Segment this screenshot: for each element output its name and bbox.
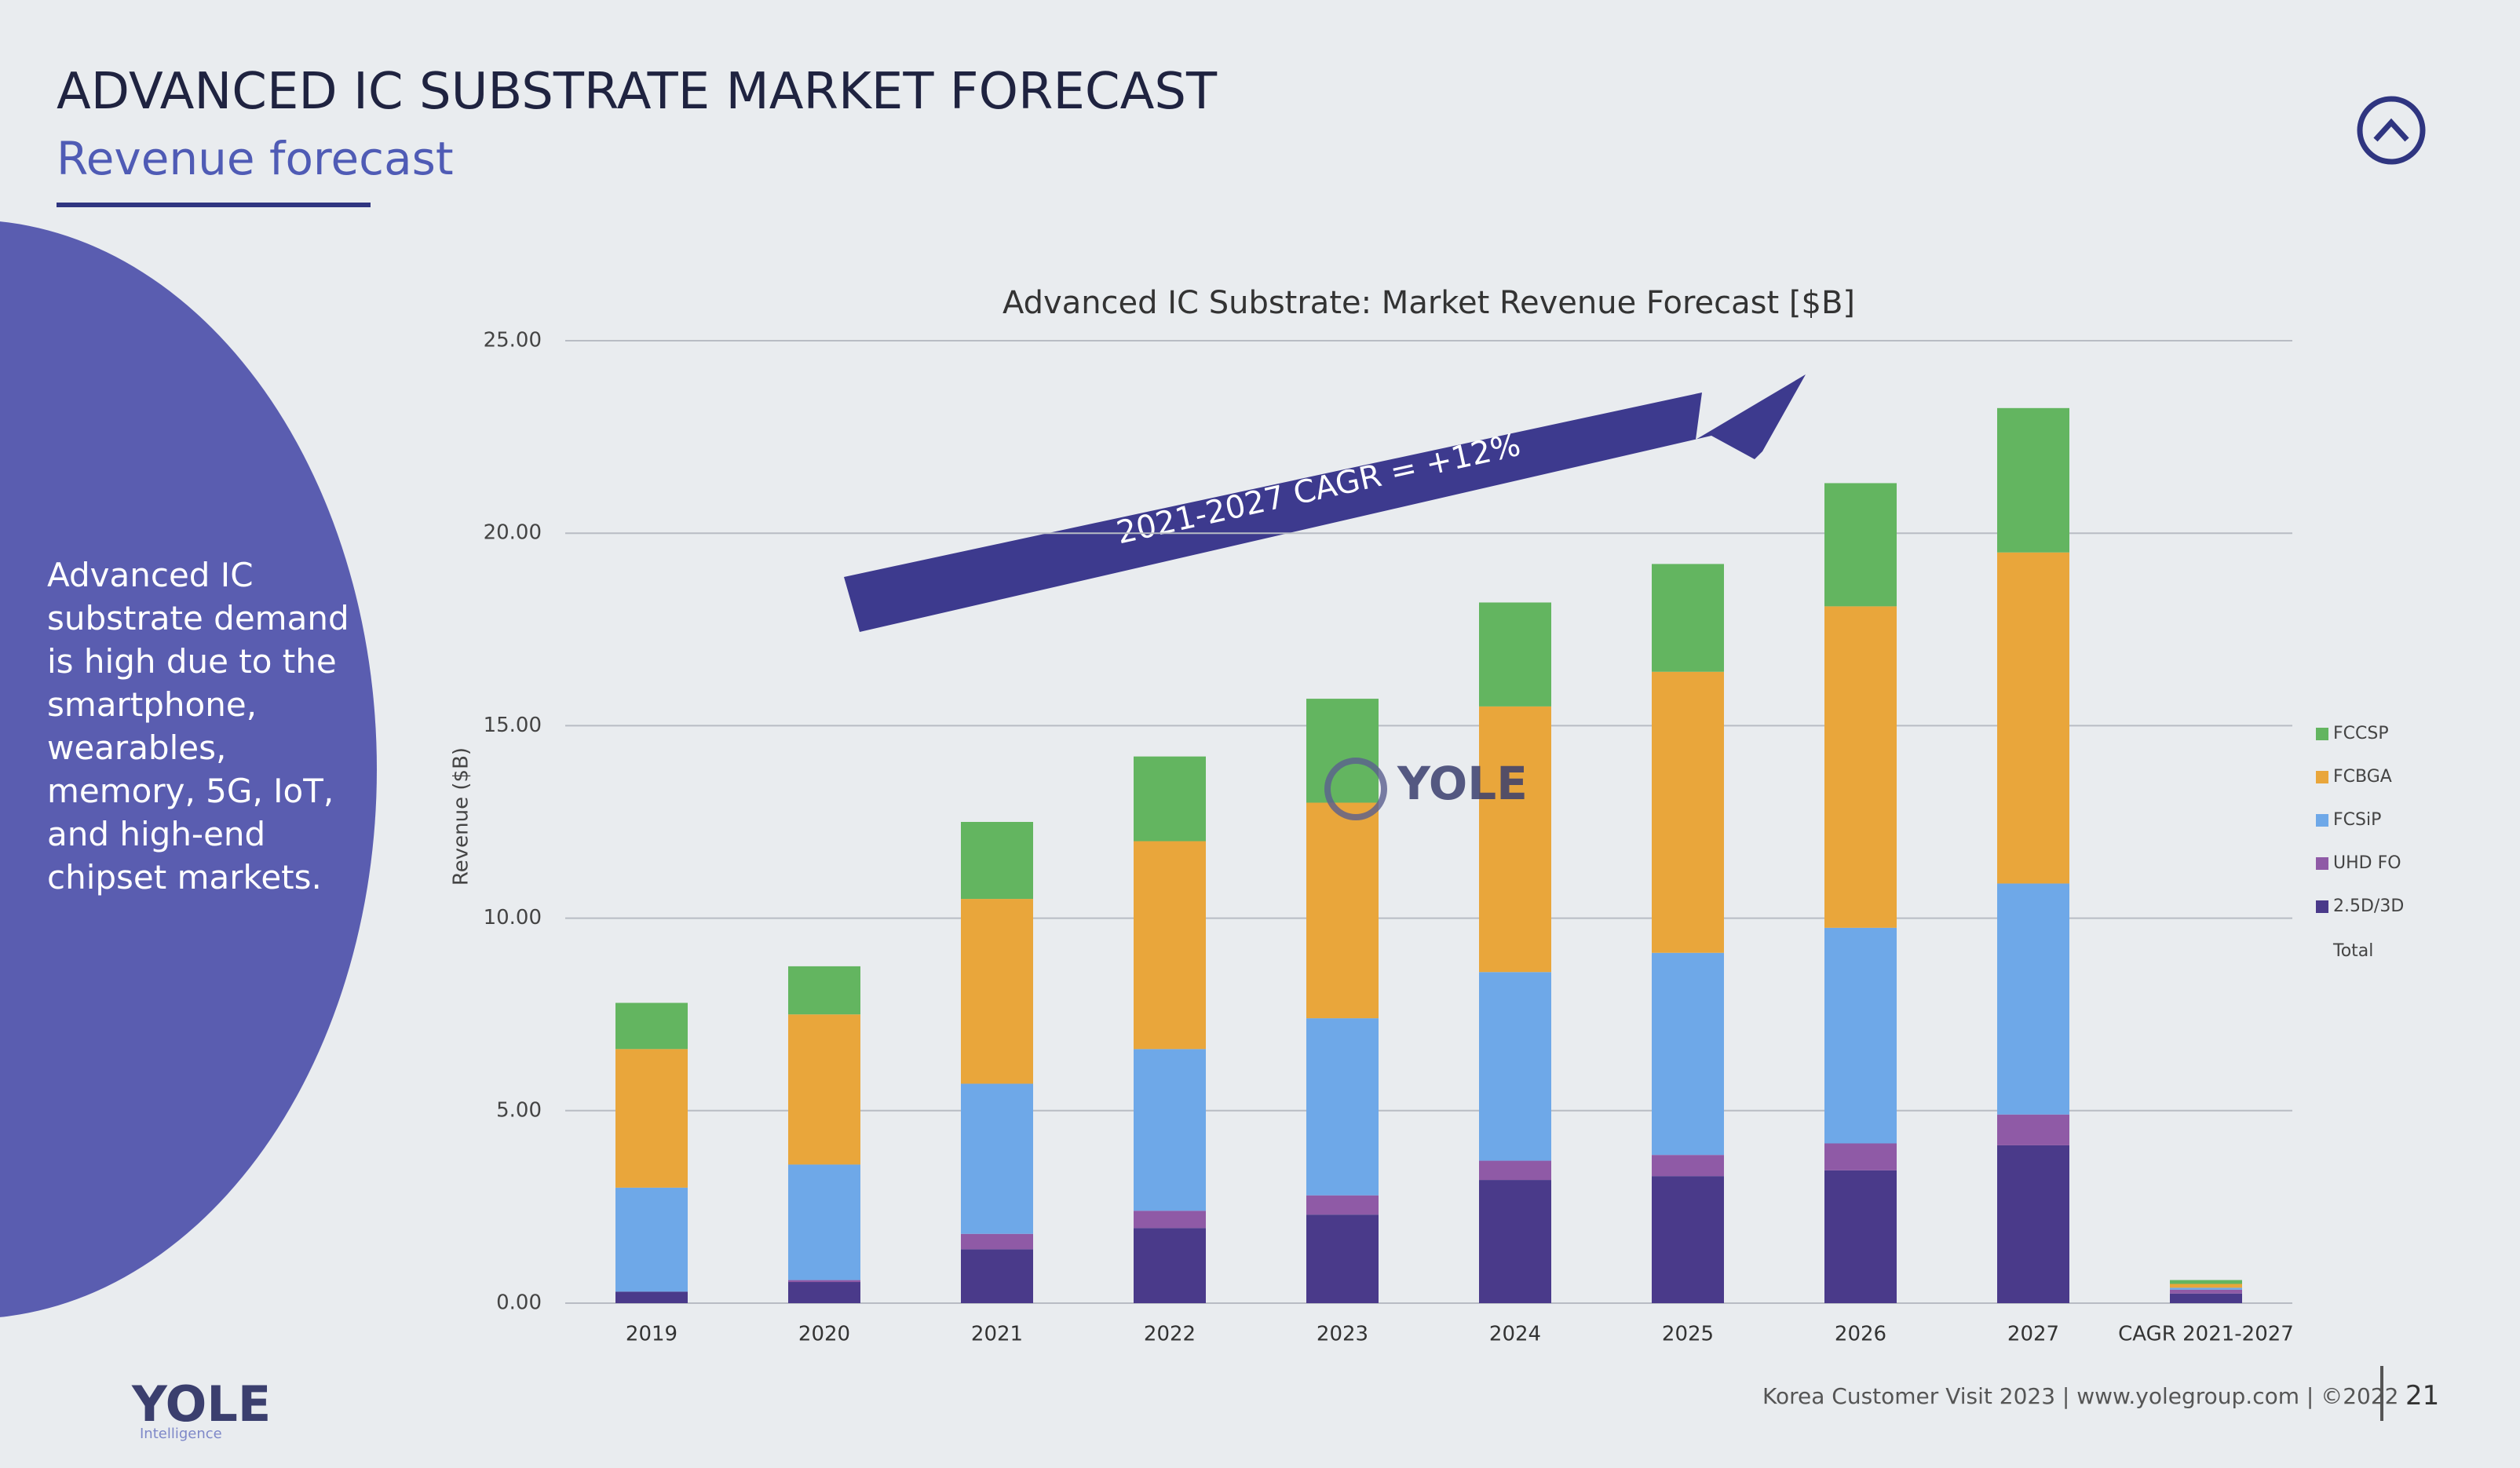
side-text: Advanced IC substrate demand is high due… (47, 556, 349, 897)
footer-logo: YOLE (132, 1375, 272, 1433)
x-tick-label: 2024 (1489, 1323, 1541, 1346)
watermark: YOLE (1397, 757, 1528, 810)
bar-segment (1997, 1114, 2069, 1145)
y-tick-label: 0.00 (496, 1291, 542, 1315)
bar-segment (1306, 802, 1379, 1019)
bar-segment (1479, 1160, 1551, 1181)
bar-segment (1824, 927, 1897, 1144)
bar-segment (961, 1233, 1033, 1250)
bar-segment (1479, 1180, 1551, 1303)
bar-segment (2170, 1289, 2242, 1294)
legend-swatch (2316, 900, 2328, 913)
cagr-arrow (844, 374, 1806, 632)
bar-segment (1306, 699, 1379, 803)
chart-title: Advanced IC Substrate: Market Revenue Fo… (1003, 285, 1855, 321)
bar-segment (1652, 671, 1724, 953)
legend-label: 2.5D/3D (2333, 897, 2404, 916)
bar-segment (1479, 972, 1551, 1161)
bar-segment (788, 966, 860, 1015)
legend-swatch (2316, 857, 2328, 870)
bar-segment (961, 1249, 1033, 1303)
bar-segment (1479, 602, 1551, 707)
bar-segment (1652, 1155, 1724, 1177)
legend-swatch (2316, 728, 2328, 740)
bar-segment (2170, 1293, 2242, 1303)
bar-segment (2170, 1280, 2242, 1284)
x-tick-label: 2027 (2007, 1323, 2059, 1346)
x-tick-label: 2022 (1144, 1323, 1196, 1346)
y-tick-label: 5.00 (496, 1098, 542, 1122)
bar-segment (788, 1282, 860, 1303)
bar-segment (615, 1187, 688, 1292)
bar-segment (788, 1164, 860, 1280)
bar-segment (961, 899, 1033, 1084)
legend-label: FCSiP (2333, 810, 2381, 830)
x-tick-label: 2019 (626, 1323, 677, 1346)
bar-segment (1997, 883, 2069, 1115)
bar-segment (1479, 706, 1551, 973)
x-tick-label: CAGR 2021-2027 (2118, 1323, 2294, 1346)
bar-segment (1306, 1195, 1379, 1215)
y-tick-label: 20.00 (484, 521, 542, 545)
bar-segment (615, 1002, 688, 1050)
bar-segment (1824, 1143, 1897, 1170)
watermark-icon (1324, 758, 1387, 820)
bar-segment (1997, 1145, 2069, 1303)
legend-label: Total (2332, 941, 2373, 961)
bar-segment (1997, 552, 2069, 884)
bar-segment (1134, 1228, 1206, 1303)
bar-segment (2170, 1284, 2242, 1288)
y-tick-label: 15.00 (484, 714, 542, 737)
page-number: 21 (2405, 1380, 2440, 1411)
legend-swatch (2316, 814, 2328, 827)
slide-subtitle: Revenue forecast (57, 132, 454, 185)
legend-label: UHD FO (2333, 853, 2401, 873)
bar-segment (1134, 756, 1206, 842)
bar-segment (1306, 1214, 1379, 1303)
nav-icon[interactable] (2357, 96, 2426, 165)
slide-title: ADVANCED IC SUBSTRATE MARKET FORECAST (57, 63, 1218, 121)
nav-chevron (2373, 118, 2409, 142)
bar-segment (788, 1280, 860, 1283)
bar-segment (961, 1083, 1033, 1234)
legend-label: FCCSP (2333, 724, 2389, 743)
legend-swatch (2316, 771, 2328, 783)
footer-logo-sub: Intelligence (140, 1426, 222, 1442)
x-tick-label: 2026 (1835, 1323, 1886, 1346)
bar-segment (1824, 606, 1897, 928)
y-axis-label: Revenue ($B) (450, 747, 473, 886)
title-rule (57, 203, 371, 207)
bar-segment (1134, 1211, 1206, 1229)
y-tick-label: 10.00 (484, 906, 542, 929)
x-tick-label: 2025 (1662, 1323, 1714, 1346)
bar-segment (1134, 1049, 1206, 1211)
footer-divider (2380, 1366, 2383, 1421)
bar-segment (615, 1291, 688, 1303)
legend-label: FCBGA (2333, 767, 2392, 787)
bar-segment (1824, 1170, 1897, 1303)
x-tick-label: 2023 (1317, 1323, 1368, 1346)
x-tick-label: 2020 (798, 1323, 850, 1346)
bar-segment (1652, 564, 1724, 672)
bar-segment (1997, 407, 2069, 553)
bar-segment (1134, 841, 1206, 1050)
bar-segment (1306, 1018, 1379, 1196)
y-tick-label: 25.00 (484, 329, 542, 352)
bar-segment (615, 1049, 688, 1188)
footer-text: Korea Customer Visit 2023 | www.yolegrou… (1762, 1383, 2399, 1409)
bar-segment (1824, 483, 1897, 607)
bar-segment (2170, 1287, 2242, 1290)
bar-segment (788, 1014, 860, 1165)
bar-segment (1652, 952, 1724, 1156)
bar-segment (961, 822, 1033, 900)
bar-segment (1652, 1176, 1724, 1303)
x-tick-label: 2021 (971, 1323, 1023, 1346)
